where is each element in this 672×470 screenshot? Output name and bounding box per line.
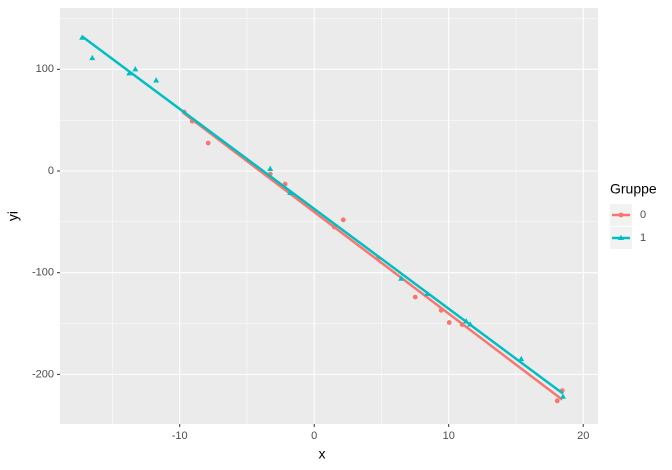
- legend-label: 1: [640, 232, 646, 244]
- point: [340, 217, 346, 223]
- panel: [60, 8, 598, 424]
- point: [518, 355, 525, 362]
- point: [89, 54, 96, 61]
- legend-title: Gruppe: [610, 181, 657, 197]
- legend-label: 0: [640, 209, 646, 221]
- y-tick-label: 100: [36, 63, 54, 75]
- x-tick-label: 0: [311, 430, 317, 442]
- fit-line: [183, 112, 563, 401]
- point: [132, 66, 139, 72]
- legend-marker: [618, 234, 624, 240]
- x-tick-label: -10: [172, 430, 188, 442]
- point: [554, 398, 560, 404]
- point: [267, 165, 274, 171]
- y-tick-label: -200: [32, 368, 54, 380]
- y-tick-label: -100: [32, 267, 54, 279]
- legend-marker: [618, 212, 624, 218]
- point: [412, 294, 418, 300]
- y-axis-label: yi: [5, 211, 21, 221]
- point: [153, 77, 160, 83]
- y-tick-label: 0: [48, 165, 54, 177]
- x-tick-label: 20: [577, 430, 589, 442]
- point: [398, 275, 405, 281]
- x-tick-label: 10: [443, 430, 455, 442]
- point: [446, 320, 452, 325]
- point: [560, 393, 567, 399]
- point: [205, 140, 211, 146]
- x-axis-label: x: [319, 446, 326, 462]
- fit-line: [81, 35, 564, 395]
